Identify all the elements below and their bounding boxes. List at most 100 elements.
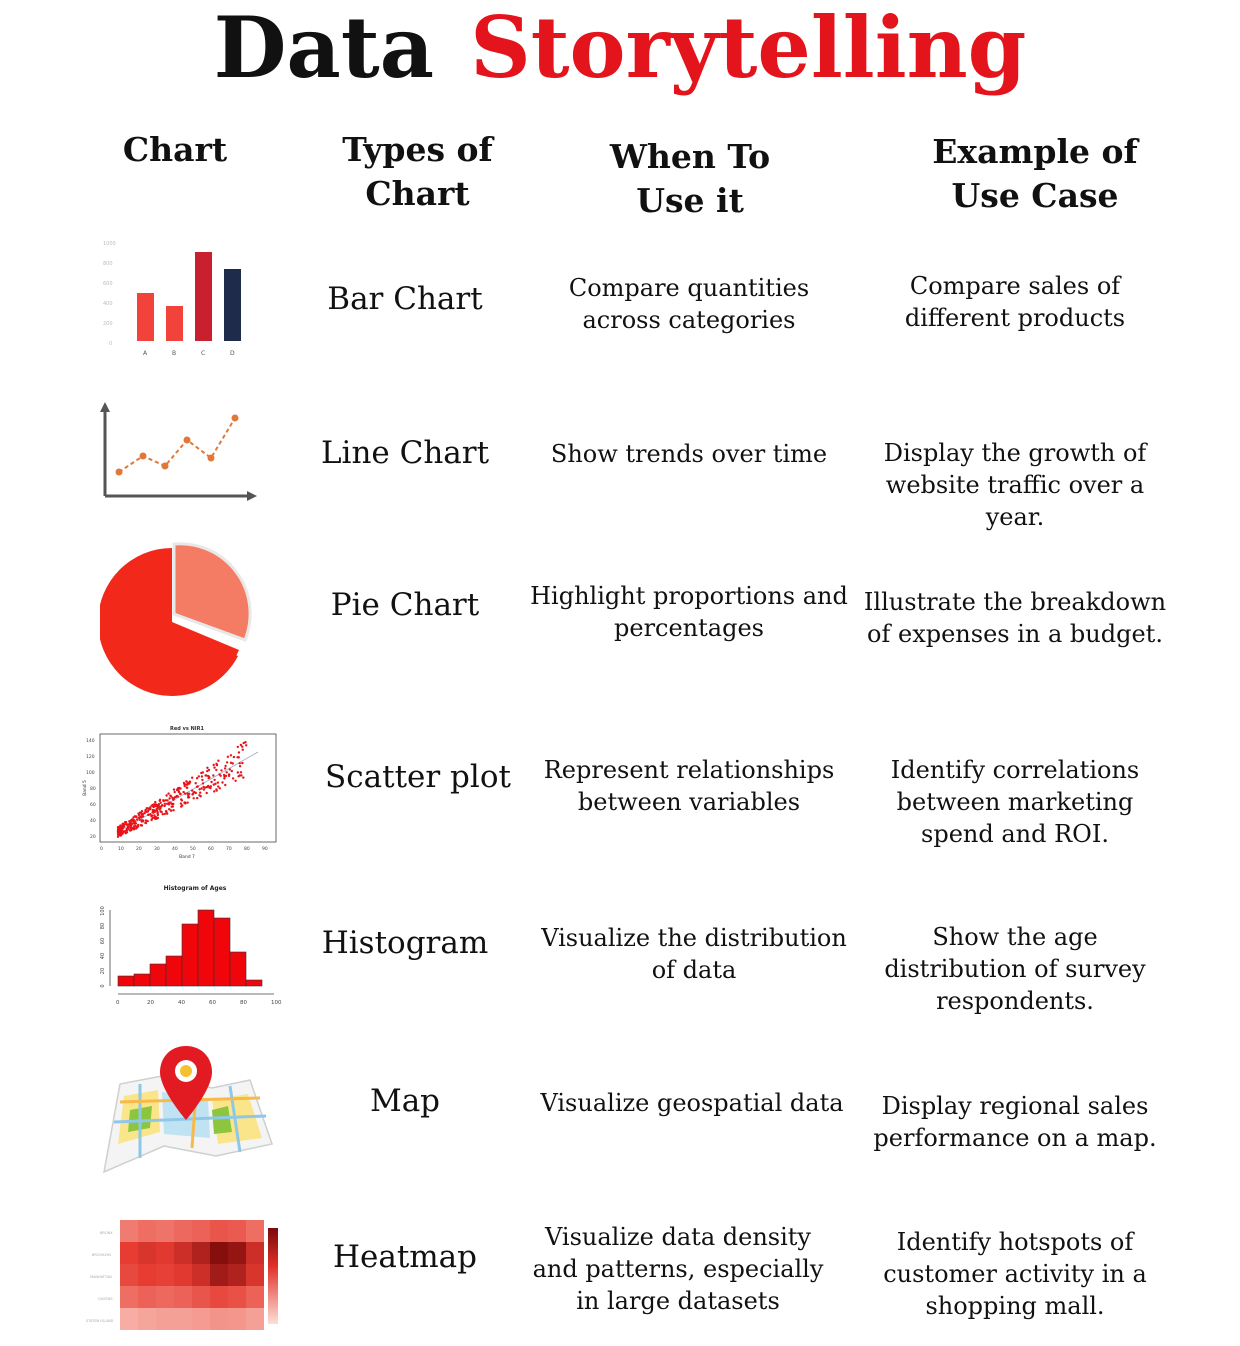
line-chart-icon — [95, 400, 265, 514]
bar-category-label: D — [230, 350, 235, 357]
heatmap-cell — [246, 1242, 264, 1264]
scatter-point — [238, 765, 242, 768]
scatter-point — [179, 787, 182, 790]
scatter-point — [202, 785, 205, 789]
scatter-point — [207, 768, 211, 772]
scatter-point — [137, 816, 140, 819]
scatter-point — [166, 802, 169, 805]
heatmap-cell — [210, 1286, 228, 1308]
scatter-point — [181, 804, 184, 807]
header-types-of-chart: Types of Chart — [342, 130, 493, 213]
scatter-point — [216, 781, 220, 784]
heatmap-cell — [156, 1286, 174, 1308]
bar-mark — [224, 269, 241, 341]
scatter-point — [237, 751, 241, 754]
scatter-point — [234, 779, 237, 782]
scatter-point — [158, 805, 161, 808]
scatter-point — [184, 792, 187, 795]
scatter-point — [230, 769, 233, 773]
scatter-point — [200, 775, 204, 778]
row-when-line-chart: Show trends over time — [550, 440, 828, 468]
scatter-point — [182, 790, 185, 794]
scatter-point — [205, 774, 208, 777]
bar-chart-icon: 1000 800 600 400 200 0 A B C D — [95, 235, 260, 364]
row-name-map: Map — [369, 1083, 441, 1119]
scatter-point — [218, 787, 221, 790]
scatter-point — [125, 828, 128, 832]
scatter-point — [183, 801, 186, 805]
heatmap-cell — [228, 1264, 246, 1286]
scatter-point — [205, 791, 208, 795]
svg-text:200: 200 — [103, 321, 113, 327]
scatter-point — [118, 833, 121, 837]
scatter-point — [200, 787, 203, 790]
scatter-point — [222, 773, 226, 777]
scatter-point — [135, 818, 139, 821]
scatter-point — [143, 811, 146, 815]
scatter-plot-icon: Red vs NIR1 140 120 100 80 60 40 20 0 10 20 30 4… — [82, 722, 282, 866]
heatmap-cell — [192, 1242, 210, 1264]
scatter-point — [132, 825, 136, 828]
heatmap-cell — [156, 1308, 174, 1330]
scatter-point — [129, 823, 132, 827]
scatter-point — [212, 763, 215, 767]
scatter-point — [120, 833, 123, 836]
scatter-point — [149, 806, 152, 809]
heatmap-cell — [228, 1308, 246, 1330]
scatter-point — [183, 784, 186, 788]
heatmap-cell — [246, 1286, 264, 1308]
heatmap-cell — [228, 1286, 246, 1308]
heatmap-cell — [138, 1286, 156, 1308]
title-word-storytelling: Storytelling — [470, 0, 1027, 97]
heatmap-cell — [228, 1220, 246, 1242]
scatter-point — [221, 781, 224, 784]
scatter-point — [141, 815, 145, 818]
heatmap-cell — [156, 1264, 174, 1286]
scatter-point — [199, 791, 202, 794]
scatter-point — [170, 809, 173, 812]
scatter-point — [138, 818, 141, 821]
scatter-point — [226, 755, 230, 758]
scatter-point — [144, 809, 147, 813]
heatmap-cell — [174, 1242, 192, 1264]
heatmap-cell — [192, 1264, 210, 1286]
heatmap-cell — [174, 1220, 192, 1242]
header-example-use-case: Example of Use Case — [932, 132, 1138, 215]
scatter-point — [158, 799, 161, 802]
row-when-map: Visualize geospatial data — [540, 1089, 844, 1117]
scatter-point — [148, 813, 152, 816]
scatter-point — [137, 813, 141, 817]
scatter-point — [195, 777, 199, 780]
heatmap-cell — [192, 1308, 210, 1330]
bar-mark — [137, 293, 154, 341]
scatter-point — [204, 786, 207, 789]
svg-text:BROOKLYN: BROOKLYN — [92, 1253, 111, 1257]
scatter-point — [215, 788, 218, 791]
svg-text:80: 80 — [244, 846, 250, 852]
heatmap-cell — [138, 1308, 156, 1330]
heatmap-cell — [156, 1242, 174, 1264]
scatter-point — [245, 744, 248, 747]
row-when-heatmap: Visualize data density and patterns, esp… — [532, 1223, 824, 1315]
scatter-point — [177, 788, 180, 791]
scatter-point — [156, 813, 160, 817]
scatter-point — [166, 812, 169, 815]
scatter-point — [201, 778, 204, 782]
scatter-point — [172, 809, 175, 812]
scatter-point — [215, 762, 218, 765]
scatter-point — [160, 810, 163, 814]
scatter-point — [131, 827, 135, 830]
svg-text:40: 40 — [90, 818, 96, 824]
scatter-point — [168, 797, 171, 800]
heatmap-cell — [174, 1286, 192, 1308]
scatter-point — [170, 805, 173, 808]
scatter-point — [140, 824, 144, 827]
svg-text:10: 10 — [118, 846, 124, 852]
scatter-point — [228, 768, 231, 771]
svg-text:100: 100 — [86, 770, 95, 776]
scatter-point — [133, 815, 137, 818]
scatter-point — [152, 811, 155, 814]
heatmap-cell — [120, 1220, 138, 1242]
scatter-point — [188, 780, 192, 783]
histogram-y-tick: 40 — [100, 953, 106, 959]
